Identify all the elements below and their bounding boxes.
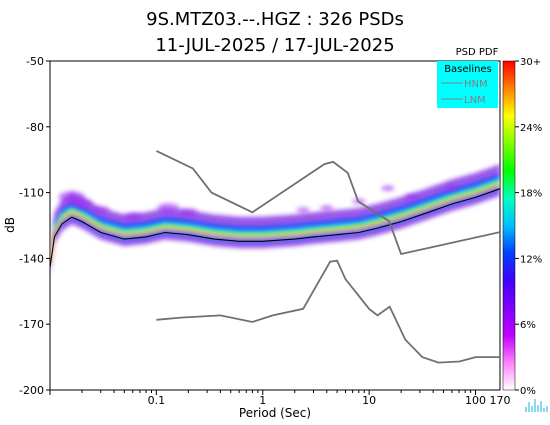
psd-density-layer [50, 164, 500, 275]
legend-title: Baselines [444, 64, 492, 75]
x-tick-label: 10 [362, 394, 376, 407]
psd-band-red [50, 184, 500, 265]
chart-title-line1: 9S.MTZ03.--.HGZ : 326 PSDs [146, 9, 404, 30]
psd-scatter-blob [157, 202, 180, 213]
plot-area [49, 60, 501, 391]
y-axis: -50 -80 -110 -140 -170 -200 [19, 55, 50, 397]
psd-band-yellow [50, 182, 500, 263]
colorbar-tick-label: 24% [520, 123, 542, 134]
y-tick-label: -110 [19, 187, 44, 200]
colorbar-ticks: 30+ 24% 18% 12% 6% 0% [515, 57, 542, 397]
colorbar-tick-label: 6% [520, 320, 536, 331]
psd-band-purple [50, 164, 500, 275]
psd-scatter [58, 185, 459, 221]
baseline-lnm-line [156, 259, 500, 364]
colorbar-title: PSD PDF [456, 47, 499, 58]
colorbar-tick-label: 0% [520, 386, 536, 397]
colorbar-tick-label: 30+ [520, 57, 541, 68]
legend-item-lnm: LNM [464, 95, 486, 106]
x-tick-label: 1 [259, 394, 266, 407]
baseline-hnm-line [156, 150, 500, 256]
waveform-logo-icon [525, 399, 548, 412]
y-tick-label: -80 [26, 121, 44, 134]
psd-scatter-blob [296, 207, 310, 214]
psd-scatter-blob [320, 204, 334, 211]
colorbar-tick-label: 18% [520, 189, 542, 200]
legend: Baselines HNM LNM [437, 61, 498, 108]
psd-lower-edge [50, 188, 500, 268]
legend-box [437, 61, 498, 108]
y-tick-label: -140 [19, 252, 44, 265]
psd-scatter-blob [71, 198, 94, 209]
chart-title-line2: 11-JUL-2025 / 17-JUL-2025 [155, 35, 394, 56]
baseline-layer [156, 150, 500, 364]
y-tick-label: -200 [19, 384, 44, 397]
psd-scatter-blob [381, 185, 395, 192]
psd-scatter-blob [123, 212, 142, 221]
x-tick-label: 100 [465, 394, 486, 407]
psd-scatter-blob [91, 206, 110, 215]
colorbar-tick-label: 12% [520, 254, 542, 265]
psd-scatter-blob [404, 193, 419, 200]
colorbar: PSD PDF 30+ 24% 18% 12% 6% 0% [456, 47, 543, 397]
colorbar-gradient [502, 60, 516, 391]
psd-density-cloud [50, 164, 500, 275]
x-tick-label: 170 [490, 394, 511, 407]
psd-band-green [50, 179, 500, 261]
x-axis-label: Period (Sec) [239, 406, 311, 420]
psd-scatter-blob [179, 208, 198, 217]
psd-scatter-blob [445, 185, 459, 192]
y-tick-label: -170 [19, 318, 44, 331]
x-tick-label: 0.1 [148, 394, 166, 407]
x-axis: 0.1 1 10 100 170 [49, 390, 511, 407]
y-axis-label: dB [3, 217, 17, 233]
y-tick-label: -50 [26, 55, 44, 68]
legend-item-hnm: HNM [464, 79, 488, 90]
